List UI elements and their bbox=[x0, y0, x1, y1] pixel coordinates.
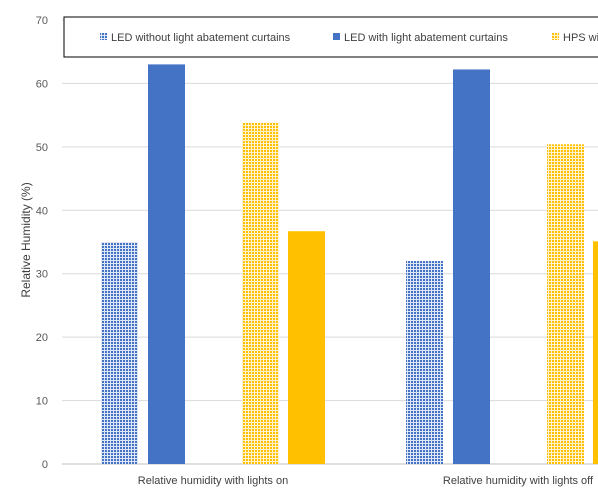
bar-series-3-category-1 bbox=[242, 122, 279, 465]
x-category-label: Relative humidity with lights on bbox=[138, 475, 288, 487]
y-tick-label: 30 bbox=[36, 269, 48, 281]
bar-series-4-category-1 bbox=[288, 231, 325, 464]
y-tick-label: 50 bbox=[36, 142, 48, 154]
legend: LED without light abatement curtains LED… bbox=[63, 16, 598, 58]
bar-series-1-category-2 bbox=[406, 261, 443, 464]
y-tick-label: 20 bbox=[36, 332, 48, 344]
bar-series-4-category-2 bbox=[593, 241, 598, 464]
legend-swatch-led-without-curtains bbox=[100, 33, 107, 40]
legend-swatch-led-with-curtains bbox=[333, 33, 340, 40]
legend-label-led-without-curtains: LED without light abatement curtains bbox=[111, 32, 291, 44]
y-axis-label: Relative Humidity (%) bbox=[19, 182, 33, 297]
bar-series-1-category-1 bbox=[101, 242, 138, 464]
y-tick-label: 70 bbox=[36, 15, 48, 27]
x-axis-categories: Relative humidity with lights on Relative… bbox=[138, 475, 594, 487]
gridlines bbox=[62, 19, 598, 465]
legend-label-hps-with-curtains: HPS wit bbox=[563, 32, 598, 44]
legend-box bbox=[63, 16, 598, 58]
bar-series-2-category-2 bbox=[453, 69, 490, 464]
bar-series-3-category-2 bbox=[547, 144, 584, 464]
y-tick-label: 60 bbox=[36, 78, 48, 90]
y-tick-label: 0 bbox=[42, 459, 48, 471]
y-axis-ticks: 0 10 20 30 40 50 60 70 bbox=[36, 15, 48, 471]
x-category-label: Relative humidity with lights off bbox=[443, 475, 594, 487]
y-tick-label: 40 bbox=[36, 205, 48, 217]
y-tick-label: 10 bbox=[36, 396, 48, 408]
legend-label-led-with-curtains: LED with light abatement curtains bbox=[344, 32, 508, 44]
legend-swatch-hps-with-curtains bbox=[552, 33, 559, 40]
bars bbox=[101, 64, 598, 465]
bar-series-2-category-1 bbox=[148, 64, 185, 465]
